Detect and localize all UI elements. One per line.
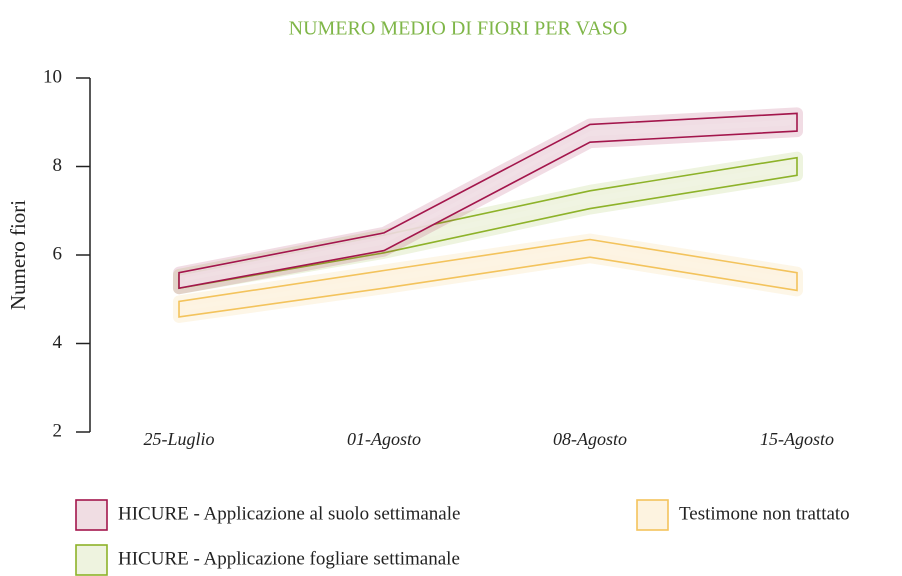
x-tick-label: 08-Agosto (553, 429, 627, 449)
y-tick-label: 4 (53, 332, 63, 353)
band (178, 112, 798, 290)
legend-swatch (636, 499, 669, 531)
x-tick-label: 15-Agosto (760, 429, 834, 449)
chart-title: NUMERO MEDIO DI FIORI PER VASO (289, 18, 628, 40)
y-tick-label: 8 (53, 155, 63, 176)
y-tick-label: 2 (53, 420, 63, 441)
x-tick-label: 25-Luglio (143, 429, 214, 449)
legend-label: Testimone non trattato (679, 503, 850, 524)
legend-label: HICURE - Applicazione al suolo settimana… (118, 503, 460, 524)
y-tick-label: 10 (43, 66, 62, 87)
y-tick-label: 6 (53, 243, 63, 264)
band (178, 238, 798, 318)
x-tick-label: 01-Agosto (347, 429, 421, 449)
legend-swatch (75, 499, 108, 531)
legend-label: HICURE - Applicazione fogliare settimana… (118, 548, 460, 569)
legend-swatch (75, 544, 108, 576)
y-axis-label: Numero fiori (6, 200, 30, 310)
